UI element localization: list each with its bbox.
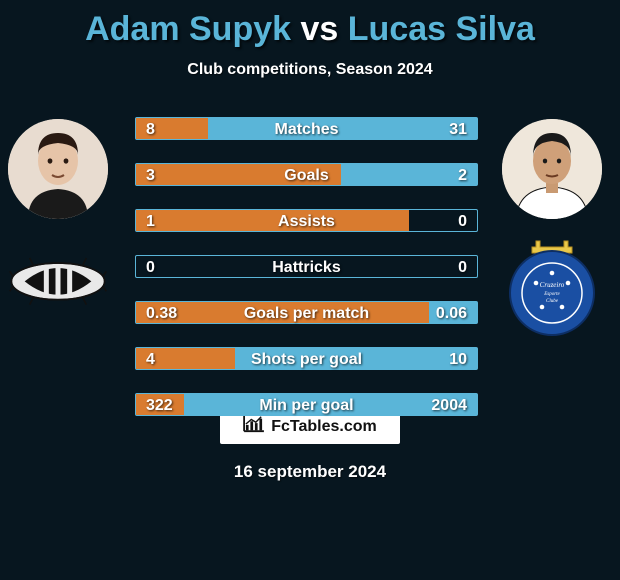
stat-bar-right-value: 0 xyxy=(458,210,467,233)
stat-bar-left-value: 1 xyxy=(146,210,155,233)
svg-text:Esporte: Esporte xyxy=(543,292,560,297)
date-text: 16 september 2024 xyxy=(0,462,620,482)
stat-bar-right-value: 10 xyxy=(449,348,467,371)
svg-text:Clube: Clube xyxy=(546,299,559,304)
page-title: Adam Supyk vs Lucas Silva xyxy=(0,0,620,49)
stat-bar: Goals per match0.38 0.06 xyxy=(135,301,478,324)
stat-bar-right-value: 0.06 xyxy=(436,302,467,325)
stat-bar-left-value: 3 xyxy=(146,164,155,187)
stat-bar-label: Hattricks xyxy=(136,256,477,279)
stat-bar-left-value: 4 xyxy=(146,348,155,371)
stat-bar-label: Assists xyxy=(136,210,477,233)
subtitle: Club competitions, Season 2024 xyxy=(0,61,620,79)
comparison-bars: Matches831Goals32Assists10Hattricks00Goa… xyxy=(135,117,478,439)
player2-club-badge: Cruzeiro Esporte Clube xyxy=(502,239,602,339)
stat-bar-left-value: 8 xyxy=(146,118,155,141)
stat-bar: Shots per goal4 10 xyxy=(135,347,478,370)
title-player2: Lucas Silva xyxy=(348,10,535,48)
stat-bar-left-value: 0 xyxy=(146,256,155,279)
stat-bar-label: Goals xyxy=(136,164,477,187)
stat-bar: Hattricks0 0 xyxy=(135,255,478,278)
stat-bar-label: Shots per goal xyxy=(136,348,477,371)
player1-club-badge xyxy=(8,241,108,321)
player1-avatar xyxy=(8,119,108,219)
stat-bar-right-value: 31 xyxy=(449,118,467,141)
stat-bar-left-value: 322 xyxy=(146,394,173,417)
stat-bar-label: Min per goal xyxy=(136,394,477,417)
stat-bar-label: Matches xyxy=(136,118,477,141)
player2-avatar xyxy=(502,119,602,219)
stat-bar-right-value: 0 xyxy=(458,256,467,279)
svg-text:Cruzeiro: Cruzeiro xyxy=(540,281,565,289)
stat-bar-right-value: 2 xyxy=(458,164,467,187)
title-vs: vs xyxy=(301,10,339,48)
stat-bar-right-value: 2004 xyxy=(431,394,467,417)
title-player1: Adam Supyk xyxy=(85,10,291,48)
stat-bar: Goals3 2 xyxy=(135,163,478,186)
stat-bar-label: Goals per match xyxy=(136,302,477,325)
stat-bar: Assists1 0 xyxy=(135,209,478,232)
stat-bar: Min per goal322 2004 xyxy=(135,393,478,416)
stat-bar-left-value: 0.38 xyxy=(146,302,177,325)
stat-bar: Matches8 31 xyxy=(135,117,478,140)
